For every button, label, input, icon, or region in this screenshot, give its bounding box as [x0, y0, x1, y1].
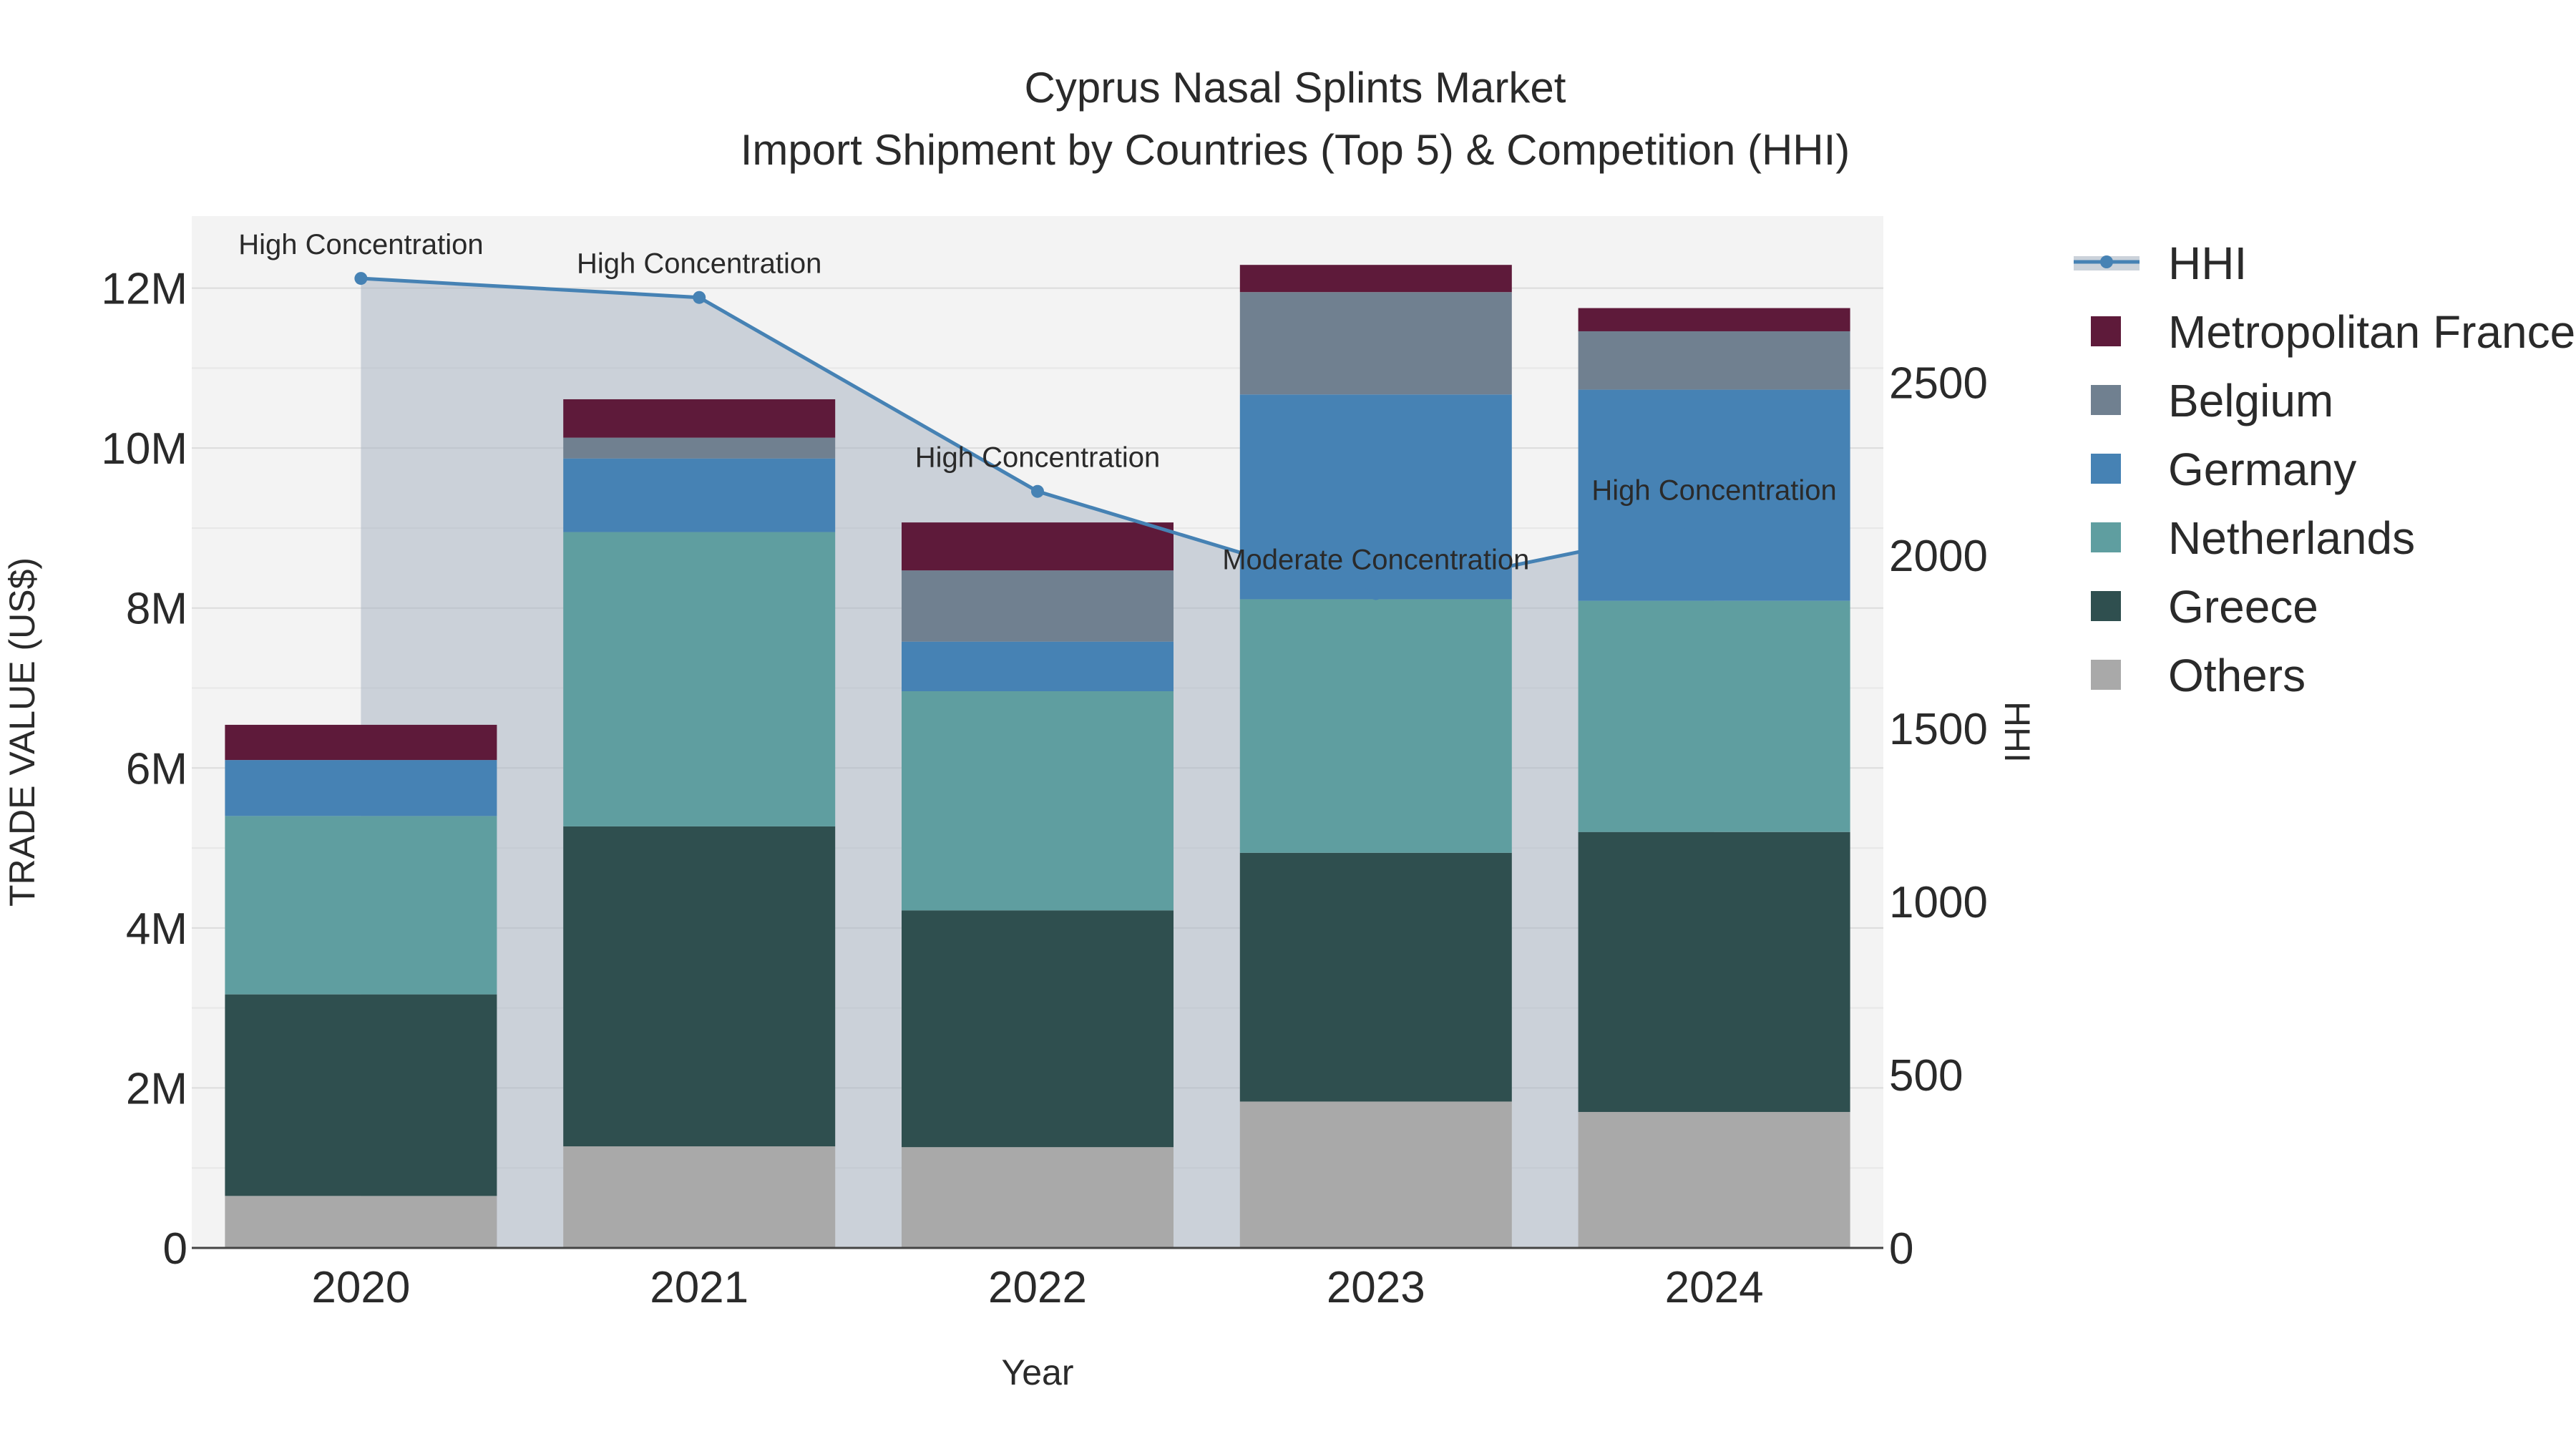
bar-metropolitan-france-2020 — [225, 724, 497, 761]
y-tick-label: 12M — [101, 265, 187, 314]
bar-greece-2020 — [225, 994, 497, 1196]
y-tick-label: 10M — [101, 424, 187, 474]
x-tick-label: 2023 — [1327, 1263, 1425, 1312]
x-tick-label: 2020 — [311, 1263, 410, 1312]
hhi-point-2023 — [1369, 587, 1382, 600]
hhi-point-2021 — [693, 291, 706, 304]
legend-swatch-netherlands — [2091, 522, 2121, 552]
y2-axis-title: HHI — [1997, 701, 2037, 763]
y-tick-label: 4M — [126, 904, 187, 954]
bar-greece-2022 — [902, 910, 1174, 1148]
bar-metropolitan-france-2022 — [902, 522, 1174, 571]
hhi-annotation-2024: High Concentration — [1591, 475, 1836, 507]
legend-label-others: Others — [2168, 650, 2306, 701]
bar-belgium-2022 — [902, 570, 1174, 642]
bar-netherlands-2021 — [563, 532, 836, 826]
hhi-annotation-2023: Moderate Concentration — [1222, 544, 1529, 575]
chart-title: Cyprus Nasal Splints Market — [1025, 64, 1566, 112]
bar-germany-2020 — [225, 760, 497, 816]
bar-germany-2022 — [902, 641, 1174, 691]
y2-tick-label: 1000 — [1889, 878, 1988, 927]
bar-greece-2024 — [1578, 831, 1850, 1112]
legend: HHI Metropolitan France Belgium Germany Neth… — [2074, 238, 2575, 701]
bar-metropolitan-france-2024 — [1578, 308, 1850, 331]
bars-layer — [225, 265, 1850, 1248]
legend-swatch-metropolitan-france — [2091, 316, 2121, 346]
hhi-annotation-2020: High Concentration — [238, 229, 483, 260]
bar-netherlands-2023 — [1239, 599, 1512, 853]
bar-greece-2023 — [1239, 852, 1512, 1102]
legend-label-greece: Greece — [2168, 581, 2318, 633]
legend-swatch-greece — [2091, 591, 2121, 621]
hhi-annotation-2022: High Concentration — [915, 442, 1160, 474]
y2-tick-label: 500 — [1889, 1051, 1963, 1101]
bar-netherlands-2020 — [225, 816, 497, 995]
y2-tick-label: 1500 — [1889, 705, 1988, 754]
x-tick-label: 2021 — [650, 1263, 748, 1312]
bar-germany-2024 — [1578, 389, 1850, 601]
legend-swatch-others — [2091, 660, 2121, 690]
bar-metropolitan-france-2021 — [563, 399, 836, 438]
hhi-point-2020 — [354, 272, 368, 286]
bar-greece-2021 — [563, 826, 836, 1147]
bar-netherlands-2022 — [902, 691, 1174, 911]
y2-tick-labels: 0 500 1000 1500 2000 2500 — [1889, 358, 1988, 1274]
y-tick-label: 0 — [163, 1224, 187, 1274]
legend-label-netherlands: Netherlands — [2168, 512, 2415, 564]
legend-swatch-germany — [2091, 454, 2121, 484]
y2-tick-label: 0 — [1889, 1224, 1913, 1274]
legend-swatch-belgium — [2091, 385, 2121, 415]
y-tick-label: 2M — [126, 1064, 187, 1113]
legend-label-germany: Germany — [2168, 444, 2356, 495]
bar-others-2024 — [1578, 1111, 1850, 1248]
y-tick-label: 6M — [126, 744, 187, 794]
x-tick-label: 2024 — [1665, 1263, 1764, 1312]
chart-subtitle: Import Shipment by Countries (Top 5) & C… — [741, 126, 1850, 174]
bar-others-2023 — [1239, 1101, 1512, 1248]
y2-tick-label: 2000 — [1889, 532, 1988, 581]
bar-netherlands-2024 — [1578, 600, 1850, 832]
hhi-point-2024 — [1707, 517, 1721, 531]
bar-belgium-2024 — [1578, 331, 1850, 390]
legend-label-belgium: Belgium — [2168, 375, 2333, 426]
bar-others-2021 — [563, 1146, 836, 1248]
y-tick-label: 8M — [126, 585, 187, 634]
x-tick-label: 2022 — [988, 1263, 1087, 1312]
annotations-layer: High Concentration High Concentration High… — [238, 229, 1837, 575]
legend-swatch-hhi-marker — [2100, 255, 2113, 268]
bar-germany-2021 — [563, 458, 836, 532]
y-axis-title: TRADE VALUE (US$) — [2, 557, 42, 907]
bar-belgium-2021 — [563, 437, 836, 459]
bar-others-2022 — [902, 1147, 1174, 1248]
bar-belgium-2023 — [1239, 292, 1512, 395]
x-axis-title: Year — [1001, 1352, 1073, 1392]
bar-others-2020 — [225, 1196, 497, 1248]
hhi-line-layer — [354, 272, 1721, 600]
bar-metropolitan-france-2023 — [1239, 265, 1512, 293]
y2-tick-label: 2500 — [1889, 358, 1988, 408]
x-tick-labels: 2020 2021 2022 2023 2024 — [311, 1263, 1763, 1312]
y-tick-labels: 0 2M 4M 6M 8M 10M 12M — [101, 265, 187, 1274]
legend-label-hhi: HHI — [2168, 238, 2247, 289]
hhi-annotation-2021: High Concentration — [577, 248, 821, 280]
hhi-point-2022 — [1031, 484, 1044, 498]
legend-label-metropolitan-france: Metropolitan France — [2168, 306, 2575, 358]
